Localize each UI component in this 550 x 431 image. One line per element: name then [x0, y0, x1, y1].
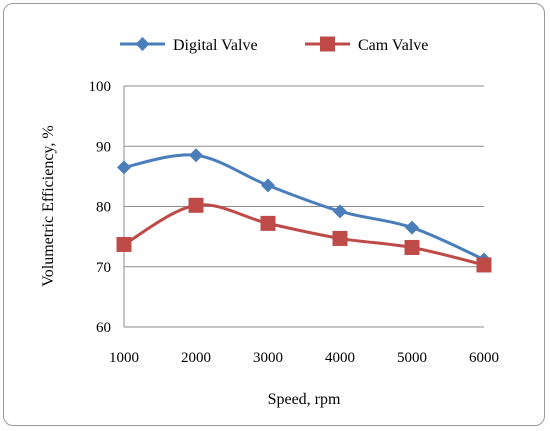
y-tick-label: 60	[96, 320, 111, 336]
cam-valve-point	[188, 197, 204, 213]
x-tick-label: 2000	[181, 350, 211, 366]
y-tick-label: 80	[96, 200, 111, 216]
cam-valve-point	[332, 230, 348, 246]
legend-marker	[320, 36, 335, 52]
chart-frame	[3, 3, 545, 426]
y-tick-labels: 60 70 80 90 100	[89, 79, 112, 336]
plot-area	[123, 86, 484, 328]
x-tick-label: 1000	[109, 350, 139, 366]
legend-label: Digital Valve	[173, 37, 258, 54]
legend: Digital Valve Cam Valve	[120, 36, 428, 54]
y-tick-label: 90	[96, 139, 111, 155]
cam-valve-point	[476, 257, 492, 273]
digital-valve-point	[261, 178, 275, 193]
digital-valve-point	[117, 160, 131, 175]
x-tick-labels: 1000 2000 3000 4000 5000 6000	[109, 350, 499, 366]
digital-valve-line	[123, 153, 485, 261]
cam-valve-point	[260, 215, 276, 231]
cam-valve-series	[116, 197, 492, 273]
series-layer	[116, 148, 492, 273]
cam-valve-point	[116, 236, 132, 252]
legend-item-cam-valve: Cam Valve	[305, 36, 428, 54]
y-axis-title: Volumetric Efficiency, %	[40, 125, 57, 286]
y-tick-label: 100	[89, 79, 112, 95]
x-axis-title: Speed, rpm	[268, 391, 341, 408]
digital-valve-point	[333, 204, 347, 219]
x-tick-label: 4000	[325, 350, 355, 366]
x-tick-label: 6000	[469, 350, 499, 366]
legend-marker	[135, 37, 150, 51]
gridlines	[124, 85, 484, 328]
legend-label: Cam Valve	[358, 37, 428, 54]
cam-valve-point	[404, 239, 420, 255]
x-tick-label: 5000	[397, 350, 427, 366]
digital-valve-point	[405, 220, 419, 235]
digital-valve-point	[189, 148, 203, 163]
legend-item-digital-valve: Digital Valve	[120, 37, 258, 54]
y-tick-label: 70	[96, 260, 111, 276]
digital-valve-series	[117, 148, 491, 267]
x-tick-label: 3000	[253, 350, 283, 366]
